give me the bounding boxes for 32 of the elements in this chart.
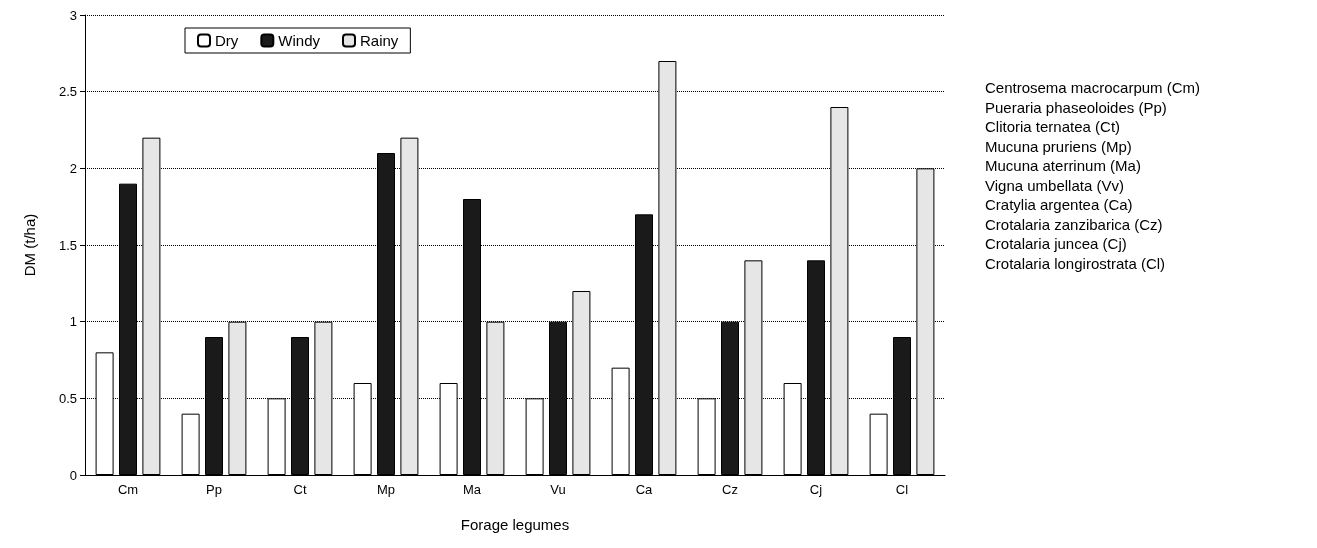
y-tick-label: 2 xyxy=(69,160,77,176)
legend-label: Dry xyxy=(215,32,239,49)
x-tick-label: Cm xyxy=(117,482,139,497)
x-tick-label: Mp xyxy=(376,482,396,497)
y-axis-title: DM (t/ha) xyxy=(21,213,38,277)
text: Centrosema macrocarpum (Cm) xyxy=(985,79,1201,96)
x-tick-label: Vu xyxy=(550,482,566,497)
y-tick-label: 1.5 xyxy=(58,237,77,253)
text: Crotalaria longirostrata (Cl) xyxy=(985,254,1166,272)
x-tick-label: Ca xyxy=(635,482,654,497)
legend-label: Rainy xyxy=(360,32,399,49)
text: Clitoria ternatea (Ct) xyxy=(985,118,1121,135)
x-tick-label: Pp xyxy=(206,482,222,497)
y-tick-label: 1 xyxy=(69,314,77,330)
text: Vigna umbellata (Vv) xyxy=(985,176,1124,194)
legend-label: Windy xyxy=(278,32,321,49)
x-tick-label: Cl xyxy=(895,482,909,497)
text: Pueraria phaseoloides (Pp) xyxy=(985,98,1167,116)
x-tick-label: Ct xyxy=(293,482,307,497)
text: Cratylia argentea (Ca) xyxy=(985,196,1133,213)
text: Crotalaria zanzibarica (Cz) xyxy=(985,215,1163,233)
text: Mucuna aterrinum (Ma) xyxy=(985,157,1141,174)
y-tick-label: 2.5 xyxy=(58,84,77,100)
text: Crotalaria juncea (Cj) xyxy=(985,235,1127,252)
x-tick-label: Cj xyxy=(809,482,823,497)
y-tick-label: 0 xyxy=(69,467,77,483)
x-tick-label: Ma xyxy=(462,482,482,497)
x-axis-title: Forage legumes xyxy=(460,516,570,533)
text: Mucuna pruriens (Mp) xyxy=(985,137,1132,155)
y-tick-label: 3 xyxy=(69,7,77,23)
y-tick-label: 0.5 xyxy=(58,390,77,406)
x-tick-label: Cz xyxy=(722,482,738,497)
